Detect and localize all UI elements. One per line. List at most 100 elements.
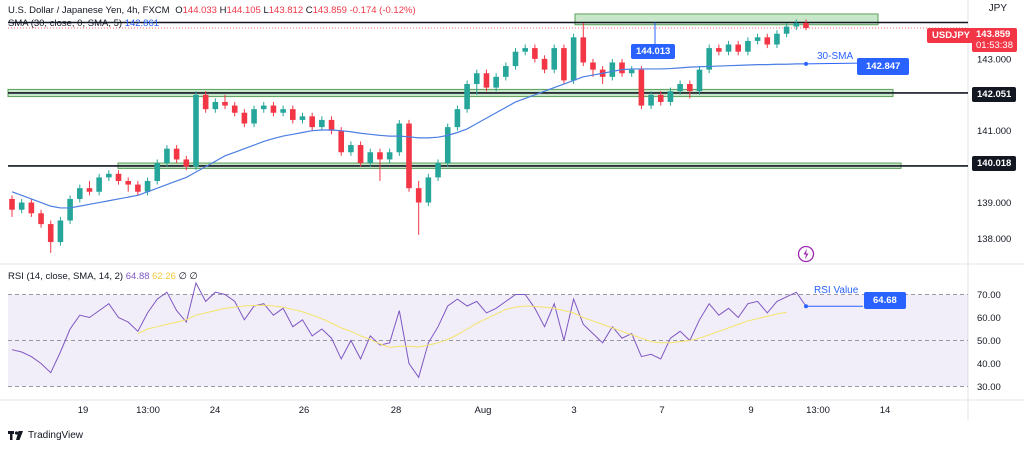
candle-body (435, 163, 441, 178)
price-tick-label: 139.000 (977, 198, 1011, 209)
candle-body (309, 116, 315, 128)
candle-body (212, 101, 219, 110)
candle-body (425, 177, 432, 203)
candle-body (493, 76, 499, 88)
time-tick-label: Aug (475, 405, 492, 416)
candle-body (338, 130, 345, 153)
candle-body (532, 48, 538, 59)
candle-body (657, 94, 664, 102)
candle-body (774, 33, 780, 45)
candle-body (415, 188, 422, 203)
candle-body (541, 58, 548, 70)
high-annotation: 144.013 (631, 44, 676, 59)
candle-body (76, 188, 83, 199)
candle-body (57, 220, 64, 243)
candle-body (638, 69, 645, 106)
candle-body (551, 48, 558, 70)
low-key: L (263, 5, 269, 16)
candle-body (18, 202, 25, 210)
candle-body (512, 51, 519, 67)
time-tick-label: 24 (210, 405, 221, 416)
symbol-legend: U.S. Dollar / Japanese Yen, 4h, FXCM O14… (8, 5, 416, 16)
candle-body (503, 66, 509, 77)
sma-legend-value: 142.861 (124, 18, 160, 29)
support-zone-0 (574, 13, 879, 26)
candle-body (725, 44, 732, 52)
candle-body (444, 127, 451, 164)
candle-body (357, 145, 364, 164)
rsi-tick-label: 40.00 (977, 359, 1001, 370)
candle-body (406, 123, 412, 189)
level-pill-140: 140.018 (972, 156, 1017, 171)
sma-annotation-label: 30-SMA (817, 51, 854, 62)
candle-body (580, 37, 587, 63)
candle-body (47, 224, 54, 243)
candle-body (319, 119, 325, 128)
candle-body (745, 40, 751, 52)
candle-body (667, 91, 674, 102)
high-key: H (219, 5, 227, 16)
open-key: O (175, 5, 183, 16)
brand-name: TradingView (28, 430, 84, 441)
change-value: -0.174 (-0.12%) (349, 5, 416, 16)
candle-body (28, 202, 35, 214)
open-value: 144.033 (182, 5, 217, 16)
symbol-title: U.S. Dollar / Japanese Yen, 4h, FXCM (8, 5, 170, 16)
brand-footer[interactable]: TradingView (8, 430, 83, 441)
tradingview-logo-icon (8, 431, 23, 440)
price-tick-label: 141.000 (977, 126, 1011, 137)
candle-body (386, 152, 393, 160)
candle-body (609, 62, 616, 77)
candle-body (483, 73, 490, 88)
candle-body (154, 163, 161, 181)
rsi-legend: RSI (14, close, SMA, 14, 2) 64.88 62.26 … (8, 271, 198, 282)
time-tick-label: 7 (659, 405, 664, 416)
price-tick-label: 138.000 (977, 234, 1011, 245)
bar-countdown: 01:53:38 (976, 40, 1013, 51)
currency-label[interactable]: JPY (988, 3, 1007, 14)
sma-30-line (11, 63, 807, 209)
rsi-tick-label: 30.00 (977, 382, 1001, 393)
rsi-legend-extra: ∅ ∅ (178, 271, 198, 282)
candle-body (803, 22, 809, 28)
candle-body (764, 37, 771, 45)
candle-body (619, 62, 625, 74)
candle-body (231, 105, 238, 113)
time-tick-label: 13:00 (806, 405, 830, 416)
candle-body (628, 69, 635, 74)
candle-body (270, 105, 277, 113)
lightning-icon[interactable] (797, 245, 815, 263)
time-tick-label: 14 (880, 405, 891, 416)
sma-annotation-value: 142.847 (857, 58, 910, 75)
candle-body (106, 173, 112, 178)
price-tag: 143.859 01:53:38 (972, 28, 1017, 52)
candle-body (96, 177, 102, 192)
candle-body (135, 184, 141, 192)
rsi-annotation-dot (804, 304, 808, 309)
candle-body (561, 48, 567, 81)
candle-body (299, 116, 306, 120)
candle-body (677, 84, 683, 92)
rsi-legend-label: RSI (14, close, SMA, 14, 2) (8, 271, 124, 282)
price-tick-label: 143.000 (977, 54, 1011, 65)
time-tick-label: 9 (748, 405, 753, 416)
sma-legend-label: SMA (30, close, 0, SMA, 5) (8, 18, 123, 29)
time-tick-label: 13:00 (136, 405, 160, 416)
candle-body (473, 73, 480, 85)
candle-body (125, 180, 131, 185)
time-tick-label: 28 (391, 405, 402, 416)
rsi-ma-line (137, 304, 787, 348)
candle-body (716, 48, 722, 52)
candle-body (164, 148, 170, 164)
close-key: C (305, 5, 313, 16)
candle-body (202, 94, 209, 110)
sma-annotation-dot (804, 61, 808, 66)
rsi-tick-label: 60.00 (977, 313, 1001, 324)
rsi-ma-legend-value: 62.26 (152, 271, 176, 282)
candle-body (348, 145, 354, 153)
candle-body (67, 198, 73, 221)
rsi-tick-label: 70.00 (977, 290, 1001, 301)
time-tick-label: 26 (299, 405, 310, 416)
candle-body (396, 123, 403, 153)
